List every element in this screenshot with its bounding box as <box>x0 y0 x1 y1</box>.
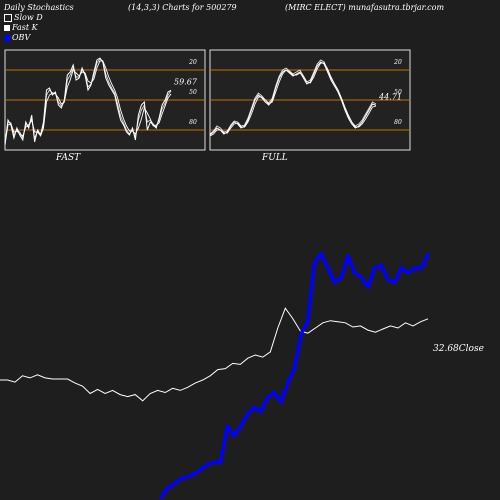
legend-label-obv: OBV <box>12 33 31 42</box>
chart-title: Daily Stochastics <box>4 3 74 12</box>
panel-full-last-value: 44.71 <box>378 92 402 101</box>
legend-swatch-obv <box>4 35 10 41</box>
panel-label-fast: FAST <box>56 153 81 163</box>
panel-full-tick-80: 20 <box>393 59 402 66</box>
legend-item-slow-d: Slow D <box>4 13 43 22</box>
panel-fast-tick-20: 80 <box>189 119 197 126</box>
close-last-value: 32.68Close <box>433 344 484 354</box>
panel-fast-series-fast-k-shadow <box>4 58 172 143</box>
panel-fast-last-value: 59.67 <box>174 77 198 86</box>
legend-label-slow-d: Slow D <box>14 13 43 22</box>
legend-label-fast-k: Fast K <box>12 23 38 32</box>
panel-label-full: FULL <box>262 153 288 163</box>
panel-full-tick-50: 50 <box>394 89 402 96</box>
chart-source: (MIRC ELECT) munafasutra.tbrjar.com <box>285 3 445 12</box>
panel-fast-tick-50: 50 <box>189 89 197 96</box>
close-price-line <box>0 307 429 402</box>
legend-swatch-slow-d <box>4 14 12 22</box>
panel-full-tick-20: 80 <box>394 119 402 126</box>
panel-full-series-fast-k-shadow <box>209 59 377 135</box>
panel-full-series-fast-k <box>209 61 377 136</box>
legend-swatch-fast-k <box>4 25 10 31</box>
panel-fast-tick-80: 20 <box>188 59 197 66</box>
chart-params: (14,3,3) Charts for 500279 <box>128 3 237 12</box>
legend-item-obv: OBV <box>4 33 30 42</box>
legend-item-fast-k: Fast K <box>4 23 38 32</box>
obv-line <box>158 251 430 500</box>
